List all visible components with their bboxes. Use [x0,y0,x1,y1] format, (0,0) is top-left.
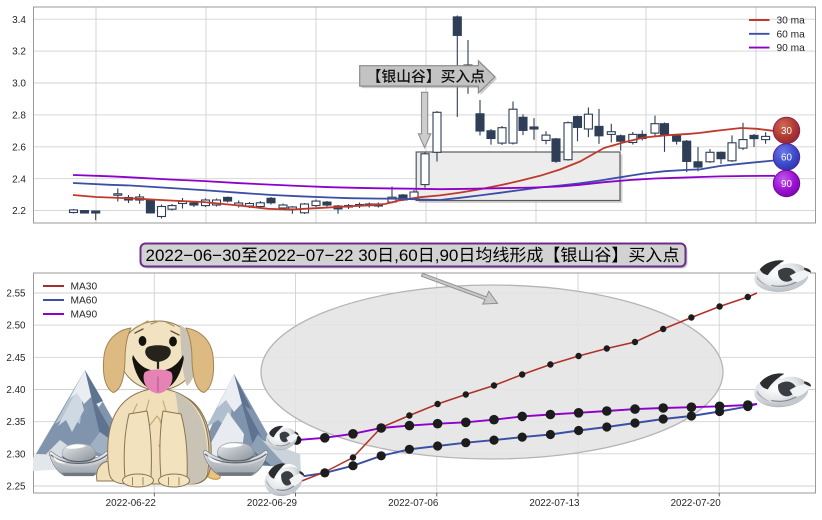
svg-text:2022−07−22 30: 2022−07−22 30 [258,246,377,265]
svg-text:MA30: MA30 [71,282,98,293]
svg-text:3.0: 3.0 [12,79,26,90]
svg-text:2.45: 2.45 [6,353,26,364]
svg-text:3.2: 3.2 [12,47,26,58]
svg-text:60 ma: 60 ma [777,29,806,40]
svg-text:MA60: MA60 [71,296,98,307]
svg-text:2.8: 2.8 [12,111,26,122]
svg-text:2.50: 2.50 [6,321,26,332]
svg-text:2022-07-13: 2022-07-13 [529,498,580,509]
svg-text:2022-06-22: 2022-06-22 [106,498,156,509]
svg-text:2.2: 2.2 [12,206,26,217]
svg-text:,90: ,90 [435,246,459,265]
svg-text:MA90: MA90 [71,310,98,321]
svg-text:30: 30 [781,126,792,137]
svg-text:90: 90 [781,179,792,190]
svg-text:2022-07-06: 2022-07-06 [388,498,439,509]
svg-text:60: 60 [781,153,792,164]
svg-text:90 ma: 90 ma [777,43,806,54]
svg-text:2.40: 2.40 [6,385,26,396]
svg-text:30 ma: 30 ma [777,16,806,27]
svg-text:2.25: 2.25 [6,482,26,493]
svg-text:3.4: 3.4 [12,15,26,26]
svg-text:2022-06-29: 2022-06-29 [247,498,297,509]
svg-text:2.30: 2.30 [6,449,26,460]
svg-text:2.35: 2.35 [6,417,26,428]
svg-text:,60: ,60 [394,246,418,265]
svg-text:2022-07-20: 2022-07-20 [671,498,722,509]
svg-text:2.6: 2.6 [12,142,26,153]
svg-text:2.55: 2.55 [6,289,26,300]
svg-text:2.4: 2.4 [12,174,26,185]
svg-text:2022−06−30: 2022−06−30 [146,246,242,265]
